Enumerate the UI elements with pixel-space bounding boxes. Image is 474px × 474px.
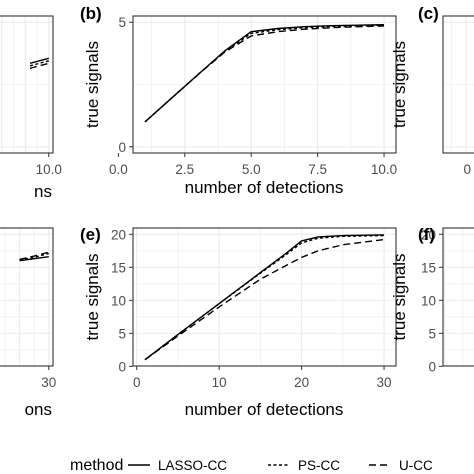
y-tick-label: 10	[421, 293, 436, 308]
x-tick-label: 20	[294, 375, 309, 390]
panel-2: 0 5 0.0 2.5 5.0 7.5 10.0 true signals number of …	[80, 4, 397, 197]
legend-title: method	[70, 457, 123, 474]
y-tick-label: 15	[421, 260, 436, 275]
y-tick-label: 0	[118, 140, 126, 155]
panel-1: 10.0 ns	[0, 15, 62, 201]
series-line-u-cc	[144, 25, 385, 123]
panel-tag: (f)	[418, 225, 435, 244]
x-tick-label: 0	[133, 375, 141, 390]
panel-tag: (b)	[80, 4, 102, 23]
panel-border	[132, 15, 397, 154]
x-tick-label: 0.0	[109, 162, 128, 177]
panel-border	[132, 227, 397, 367]
panel-border	[0, 15, 54, 154]
x-tick-label: 30	[377, 375, 392, 390]
x-tick-label: 30	[41, 375, 56, 390]
x-tick-label: 7.5	[308, 162, 327, 177]
legend: method LASSO-CC PS-CC U-CC	[70, 457, 433, 474]
series-line-u-cc	[19, 251, 49, 261]
panel-border	[0, 227, 54, 367]
series-line-lasso-cc	[144, 234, 385, 361]
series-line-ps-cc	[144, 234, 385, 361]
panel-6: 0 5 10 15 20 true signals (f)	[390, 225, 474, 374]
panel-border	[442, 227, 474, 367]
x-axis-label: number of detections	[185, 400, 344, 419]
series-line-u-cc	[29, 62, 49, 69]
y-axis-label: true signals	[83, 41, 102, 128]
panel-3: 0 true signals (c)	[390, 4, 474, 177]
panel-tag: (e)	[80, 225, 101, 244]
y-axis-label: true signals	[83, 254, 102, 341]
panel-tag: (c)	[418, 4, 439, 23]
y-tick-label: 0	[428, 359, 436, 374]
series-line-ps-cc	[144, 24, 385, 123]
series-line-u-cc	[144, 238, 385, 361]
y-tick-label: 0	[118, 359, 126, 374]
series-line-ps-cc	[19, 252, 49, 261]
x-axis-label: ns	[34, 182, 52, 201]
y-tick-label: 10	[111, 293, 126, 308]
x-tick-label: 10	[212, 375, 227, 390]
series-line-lasso-cc	[144, 24, 385, 123]
panel-border	[442, 15, 474, 154]
panel-4: 30 ons	[0, 227, 56, 419]
x-tick-label: 5.0	[242, 162, 261, 177]
panel-5: 0 5 10 15 20 0 10 20 30 true signals number of det…	[80, 225, 397, 419]
y-tick-label: 20	[111, 227, 126, 242]
x-axis-label: ons	[25, 400, 52, 419]
legend-label: LASSO-CC	[158, 458, 227, 473]
x-tick-label: 10.0	[371, 162, 397, 177]
y-tick-label: 20	[421, 227, 436, 242]
y-tick-label: 5	[118, 15, 126, 30]
y-axis-label: true signals	[390, 254, 409, 341]
series-line-lasso-cc	[29, 57, 49, 64]
x-tick-label: 2.5	[175, 162, 194, 177]
y-axis-label: true signals	[390, 41, 409, 128]
legend-label: U-CC	[399, 458, 433, 473]
legend-label: PS-CC	[298, 458, 340, 473]
series-line-ps-cc	[29, 60, 49, 67]
x-tick-label: 0	[463, 162, 471, 177]
y-tick-label: 5	[118, 326, 126, 341]
x-axis-label: number of detections	[185, 178, 344, 197]
x-tick-label: 10.0	[36, 162, 62, 177]
y-tick-label: 5	[428, 326, 436, 341]
series-line-lasso-cc	[19, 256, 49, 262]
y-tick-label: 15	[111, 260, 126, 275]
